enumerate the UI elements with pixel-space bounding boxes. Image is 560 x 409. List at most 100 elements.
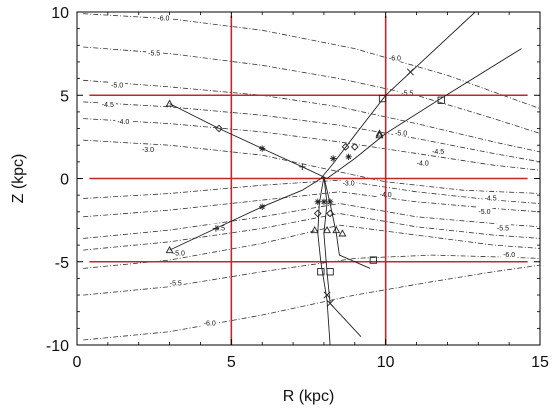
x-tick-label: 5	[227, 354, 236, 371]
y-tick-label: 5	[60, 88, 69, 105]
contour-label: -5.5	[148, 51, 160, 58]
contour-label-background	[393, 128, 410, 137]
contour-label: -6.0	[204, 320, 216, 327]
contour-label-background	[155, 13, 172, 22]
asterisk-marker	[345, 153, 352, 161]
contour-label-background	[109, 80, 126, 89]
asterisk-marker	[326, 198, 334, 206]
reference-lines	[89, 16, 528, 345]
contour-label: -6.0	[503, 252, 515, 259]
contour-line	[83, 13, 540, 109]
contour-label-background	[146, 48, 163, 57]
trajectory-line	[317, 176, 331, 345]
contour-label: -3.0	[142, 147, 154, 154]
contour-label: -4.0	[417, 161, 429, 168]
contour-label-background	[399, 88, 416, 97]
y-axis-title: Z (kpc)	[10, 154, 27, 204]
asterisk-marker	[320, 198, 328, 206]
triangle-marker	[165, 245, 174, 254]
y-tick-label: -10	[46, 338, 69, 355]
contour-label: -5.0	[478, 209, 490, 216]
contour-label: -6.0	[157, 16, 169, 23]
y-tick-label: 0	[60, 172, 69, 189]
x-axis-title: R (kpc)	[283, 388, 335, 405]
contour-label-background	[501, 250, 518, 259]
contour-line	[83, 254, 540, 296]
contour-label: -6.0	[389, 56, 401, 63]
contour-label-background	[115, 116, 132, 125]
x-tick-label: 15	[531, 354, 549, 371]
square-marker	[326, 268, 334, 276]
contour-line	[83, 213, 540, 251]
contour-label: -5.0	[395, 131, 407, 138]
contour-line	[83, 203, 540, 239]
diamond-marker	[215, 124, 223, 133]
trajectory-line	[323, 176, 371, 269]
contour-label-background	[139, 145, 156, 154]
square-marker	[369, 256, 377, 264]
asterisk-marker	[314, 198, 321, 206]
contour-label: -5.5	[170, 280, 182, 287]
contour-label-background	[340, 178, 357, 187]
contour-label-background	[482, 193, 499, 202]
triangle-marker	[323, 225, 331, 234]
diamond-marker	[341, 143, 350, 151]
y-tick-label: -5	[55, 255, 69, 272]
contour-label-background	[494, 223, 511, 232]
contour-label: -3.0	[343, 180, 355, 187]
contour-label: -5.0	[111, 82, 123, 89]
trajectory-line	[323, 176, 362, 338]
contour-label: -4.5	[485, 195, 497, 202]
asterisk-marker	[329, 155, 337, 162]
x-marker	[326, 299, 334, 307]
tick-layer	[76, 11, 541, 346]
tick-label-layer: 0 5 10 15 10 5 0 -5 -10	[46, 5, 549, 371]
contour-label: -5.5	[497, 225, 509, 232]
square-marker	[437, 96, 445, 104]
diamond-marker	[326, 209, 334, 218]
contour-label: -5.5	[401, 91, 413, 98]
contour-label-background	[167, 278, 184, 287]
contour-label-background	[430, 146, 447, 155]
triangle-marker	[375, 129, 384, 137]
plus-marker	[299, 163, 306, 171]
contour-label: -4.5	[432, 149, 444, 156]
triangle-marker	[332, 225, 341, 234]
triangle-marker	[338, 229, 347, 237]
asterisk-marker	[259, 145, 266, 152]
contour-label-background	[386, 53, 403, 62]
diamond-marker	[350, 143, 359, 151]
contour-label-background	[201, 318, 218, 327]
series-layer	[169, 12, 522, 345]
x-marker	[323, 291, 331, 299]
triangle-marker	[165, 99, 174, 107]
contour-line	[83, 46, 540, 134]
contour-line	[83, 101, 540, 163]
contour-label-layer: -6.0-6.0-5.5-5.5-5.0-5.0-4.5-4.5-4.0-4.0…	[99, 13, 518, 327]
plus-marker	[212, 225, 220, 232]
contour-label: -4.0	[117, 119, 129, 126]
contour-label-background	[414, 158, 431, 167]
contour-line	[83, 224, 540, 269]
square-marker	[378, 94, 387, 103]
square-marker	[317, 268, 325, 276]
trajectory-line	[320, 12, 476, 179]
marker-layer	[165, 68, 445, 307]
y-tick-label: 10	[51, 5, 69, 22]
contour-line	[83, 191, 540, 218]
contour-label: -5.0	[173, 250, 185, 257]
triangle-marker	[375, 131, 384, 139]
contour-line	[83, 118, 540, 171]
contour-label: -4.5	[102, 102, 114, 109]
x-marker	[406, 68, 414, 76]
contour-line	[83, 139, 540, 194]
x-tick-label: 10	[377, 354, 395, 371]
contour-label-background	[170, 248, 187, 257]
contour-line	[83, 79, 540, 153]
triangle-marker	[310, 225, 319, 234]
x-tick-label: 0	[73, 354, 82, 371]
asterisk-marker	[259, 203, 266, 211]
contour-label-background	[99, 100, 116, 109]
